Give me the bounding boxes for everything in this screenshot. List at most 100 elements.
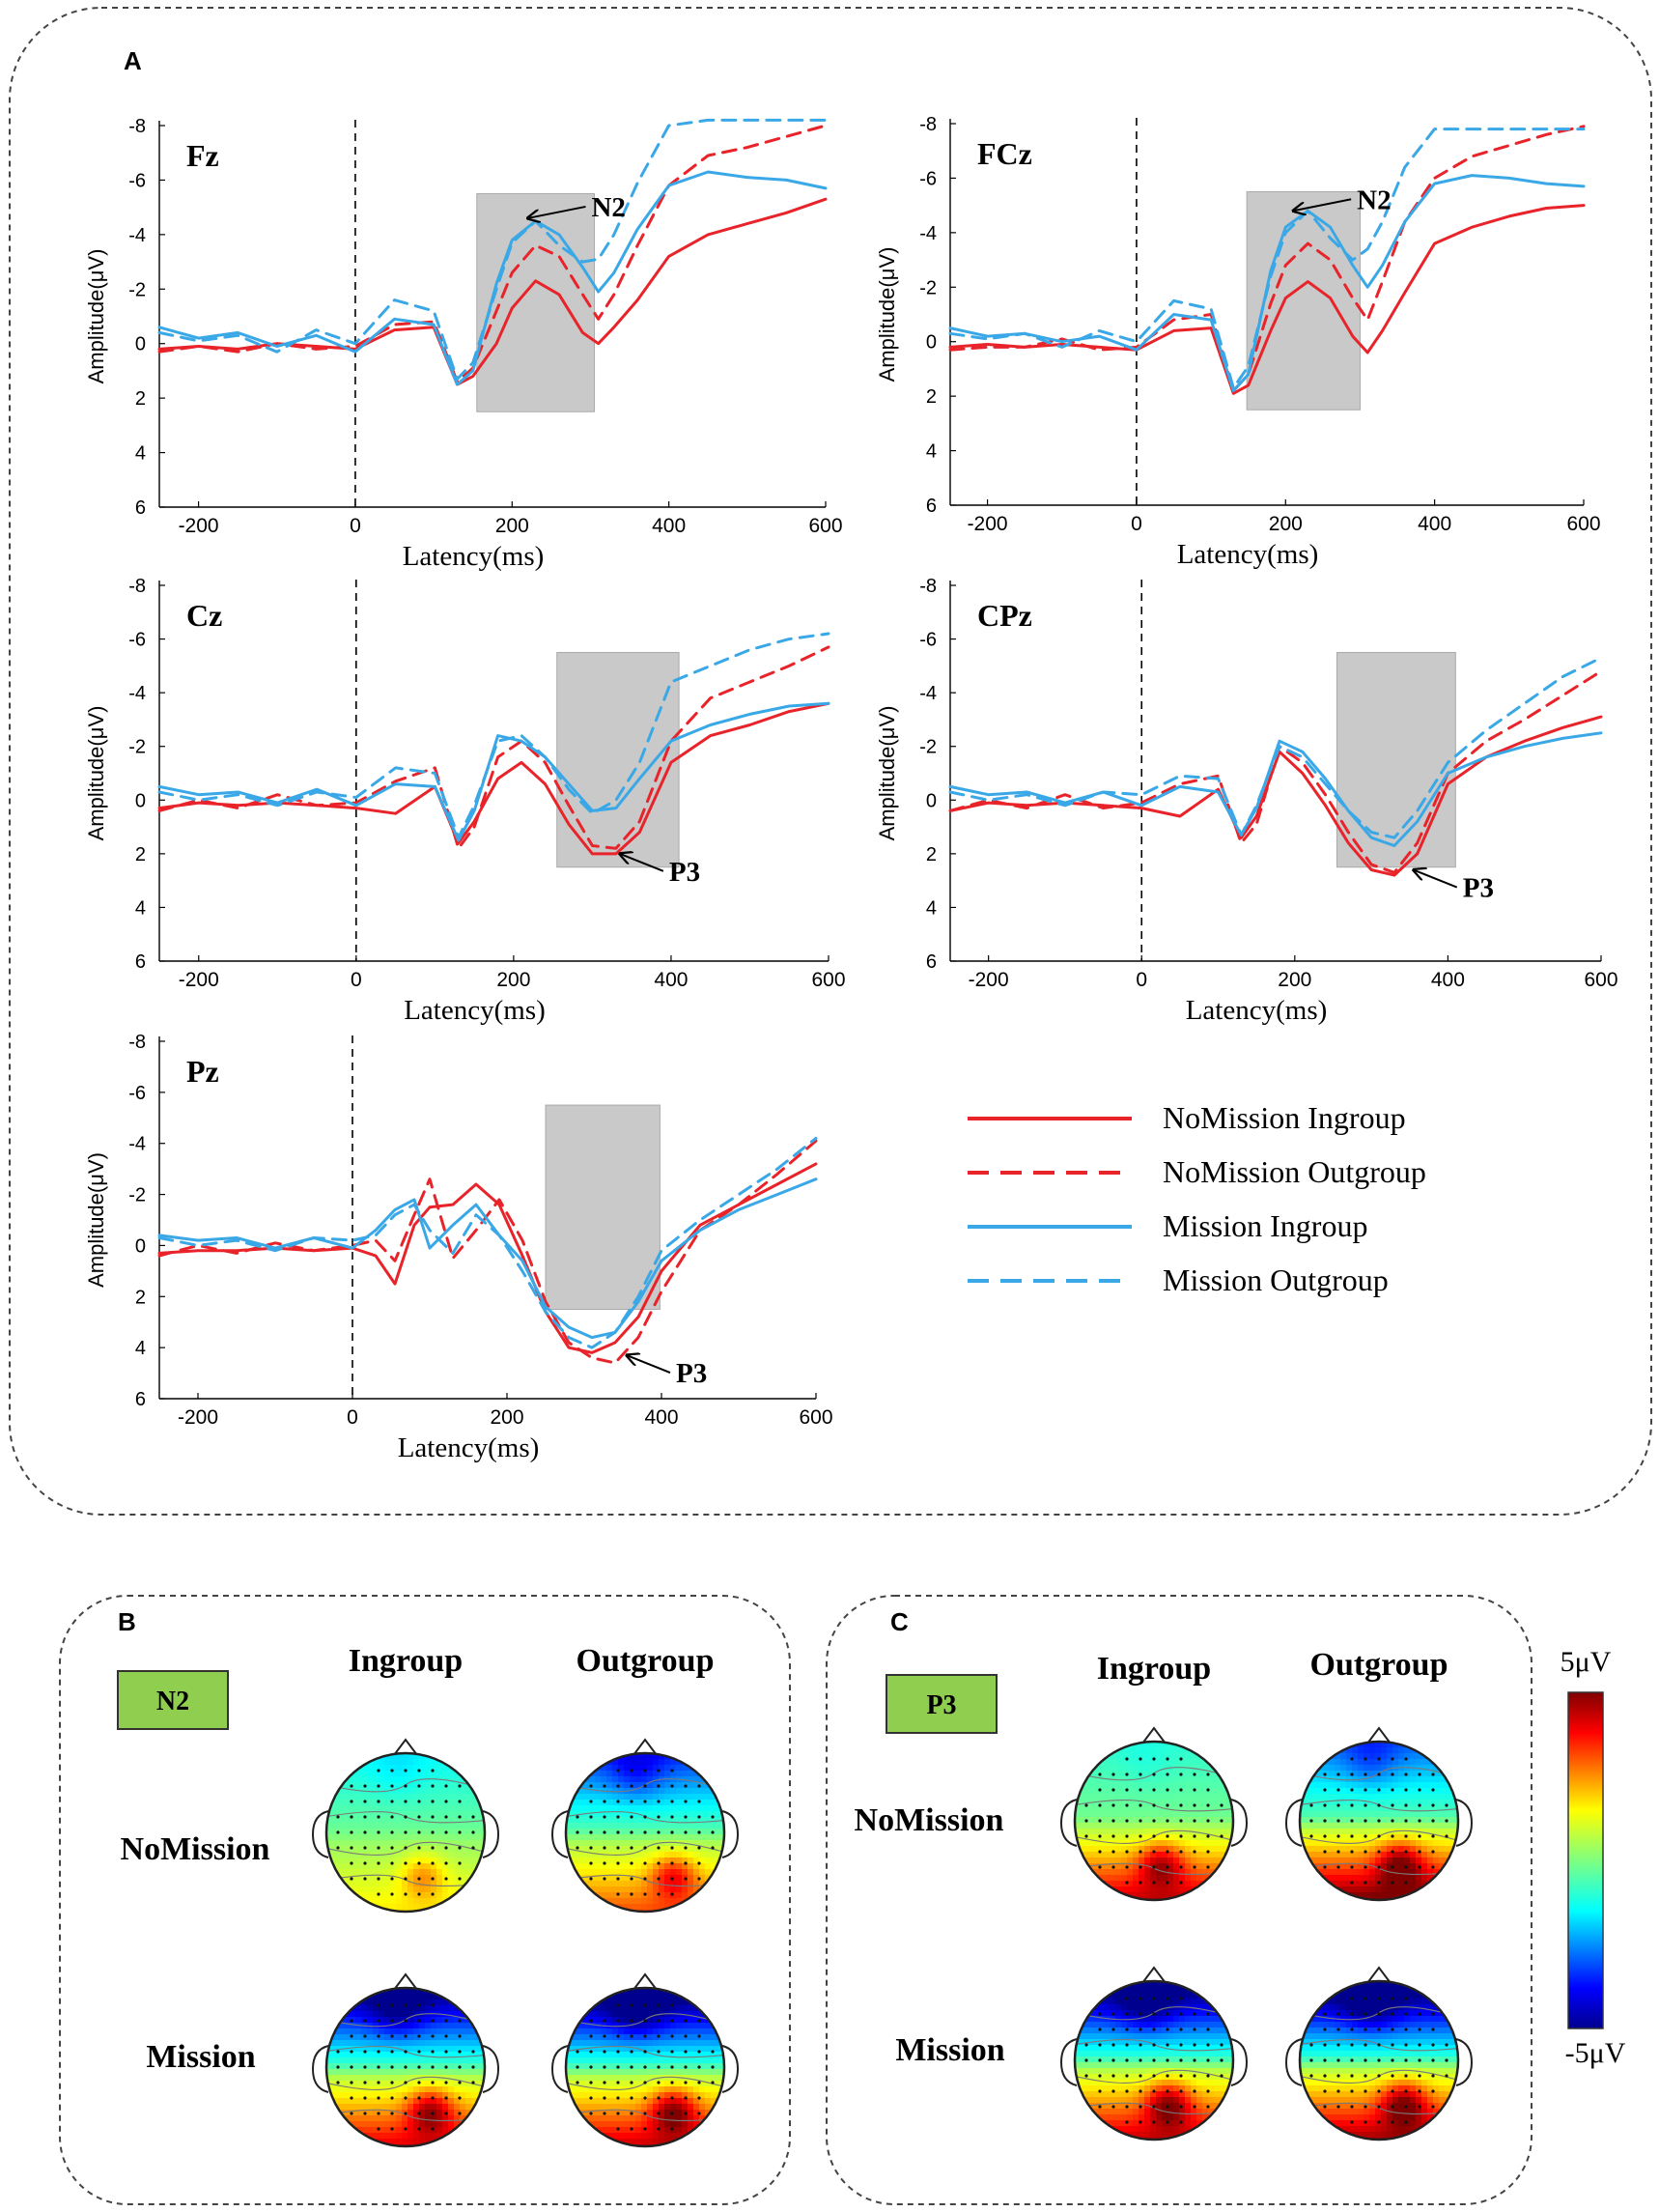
electrode-title: Cz bbox=[186, 598, 222, 633]
series-line-mission-ingroup bbox=[157, 170, 828, 386]
y-tick-label: 6 bbox=[135, 1389, 146, 1410]
left-ear bbox=[1059, 2038, 1078, 2086]
topo-map-n2-nomission-outgroup bbox=[550, 1738, 740, 1914]
series-line-nomission-ingroup bbox=[157, 197, 828, 386]
b-row-nomission: NoMission bbox=[121, 1831, 270, 1867]
head-outline bbox=[1298, 1740, 1460, 1902]
x-tick-label: 200 bbox=[495, 515, 529, 537]
nose bbox=[393, 1738, 418, 1756]
y-tick-label: 6 bbox=[135, 497, 146, 519]
erp-chart-cpz: -8 -6 -4 -2 0 2 4 6 -200 0 200 400 600 Latency(ms) Amp… bbox=[875, 576, 1618, 1026]
y-tick-label: -6 bbox=[128, 630, 146, 651]
analysis-window bbox=[545, 1104, 661, 1310]
y-tick-label: 4 bbox=[135, 897, 146, 919]
b-row-mission: Mission bbox=[146, 2039, 255, 2075]
electrode-title: Pz bbox=[186, 1054, 219, 1089]
series-line-nomission-outgroup bbox=[157, 1139, 818, 1365]
erp-chart-fcz: -8 -6 -4 -2 0 2 4 6 -200 0 200 400 600 Latency(ms) Amp… bbox=[875, 114, 1601, 570]
y-tick-label: -6 bbox=[919, 168, 937, 189]
nose bbox=[1366, 1966, 1392, 1984]
annotation-label: N2 bbox=[591, 192, 625, 223]
x-tick-label: 0 bbox=[351, 969, 362, 991]
x-tick-label: -200 bbox=[179, 515, 219, 537]
y-axis-label: Amplitude(μV) bbox=[875, 706, 899, 841]
y-axis-label: Amplitude(μV) bbox=[84, 249, 108, 384]
series-line-nomission-outgroup bbox=[948, 669, 1603, 874]
y-tick-label: -4 bbox=[128, 225, 146, 246]
y-tick-label: -4 bbox=[919, 683, 937, 704]
electrode-dots bbox=[576, 2003, 715, 2131]
erp-chart-pz: -8 -6 -4 -2 0 2 4 6 -200 0 200 400 600 Latency(ms) Amp… bbox=[84, 1032, 833, 1463]
topo-map-p3-nomission-outgroup bbox=[1284, 1726, 1474, 1902]
panel-c-label: C bbox=[890, 1607, 909, 1636]
nose bbox=[1141, 1966, 1167, 1984]
y-tick-label: 0 bbox=[926, 332, 937, 354]
y-tick-label: -4 bbox=[919, 223, 937, 244]
c-col-outgroup: Outgroup bbox=[1310, 1647, 1448, 1683]
x-tick-label: 400 bbox=[1418, 513, 1451, 535]
scalp-field bbox=[1300, 1981, 1458, 2140]
panel-b-frame bbox=[59, 1595, 791, 2205]
head-outline bbox=[324, 1986, 487, 2148]
scalp-field bbox=[326, 1988, 485, 2146]
right-ear bbox=[1455, 1799, 1474, 1847]
x-tick-label: 600 bbox=[808, 515, 842, 537]
y-tick-label: -2 bbox=[128, 1185, 146, 1206]
electrode-title: FCz bbox=[977, 136, 1032, 171]
nose bbox=[633, 1972, 658, 1991]
annotation-label: P3 bbox=[676, 1358, 707, 1389]
scalp-field bbox=[1075, 1981, 1233, 2140]
y-tick-label: 0 bbox=[135, 1235, 146, 1257]
colorbar-max-label: 5μV bbox=[1561, 1646, 1612, 1678]
legend: NoMission Ingroup NoMission Outgroup Missi… bbox=[968, 1100, 1426, 1297]
legend-label: Mission Ingroup bbox=[1163, 1208, 1367, 1243]
scalp-field bbox=[1075, 1742, 1233, 1900]
y-tick-label: 6 bbox=[926, 951, 937, 973]
erp-chart-cz: -8 -6 -4 -2 0 2 4 6 -200 0 200 400 600 Latency(ms) Amp… bbox=[84, 576, 846, 1026]
right-ear bbox=[482, 1810, 500, 1858]
right-ear bbox=[721, 1810, 740, 1858]
y-tick-label: -2 bbox=[919, 737, 937, 758]
x-tick-label: 400 bbox=[644, 1406, 678, 1429]
x-tick-label: 200 bbox=[490, 1406, 523, 1429]
annotation-arrow bbox=[1293, 198, 1352, 211]
y-tick-label: 2 bbox=[135, 1287, 146, 1308]
y-tick-label: 2 bbox=[135, 388, 146, 410]
head-outline bbox=[564, 1751, 726, 1914]
y-tick-label: 2 bbox=[926, 844, 937, 865]
electrode-title: Fz bbox=[186, 138, 219, 173]
c-col-ingroup: Ingroup bbox=[1097, 1651, 1211, 1687]
panel-a-label: A bbox=[124, 46, 142, 75]
annotation-arrow bbox=[620, 854, 664, 872]
x-tick-label: 400 bbox=[654, 969, 688, 991]
electrode-title: CPz bbox=[977, 598, 1032, 633]
nose bbox=[1366, 1726, 1392, 1744]
y-tick-label: -8 bbox=[919, 114, 937, 135]
series-line-mission-outgroup bbox=[948, 128, 1586, 390]
b-col-outgroup: Outgroup bbox=[576, 1643, 715, 1679]
y-tick-label: -4 bbox=[128, 1134, 146, 1155]
y-tick-label: -4 bbox=[128, 683, 146, 704]
series-line-nomission-ingroup bbox=[157, 701, 830, 856]
c-row-nomission: NoMission bbox=[855, 1802, 1004, 1838]
x-tick-label: -200 bbox=[969, 969, 1009, 991]
y-tick-label: 4 bbox=[926, 897, 937, 919]
x-tick-label: 200 bbox=[496, 969, 530, 991]
series-line-nomission-ingroup bbox=[948, 715, 1603, 877]
electrode-dots bbox=[1084, 1757, 1223, 1885]
left-ear bbox=[1284, 2038, 1303, 2086]
y-tick-label: -8 bbox=[128, 1032, 146, 1053]
n2-component-box bbox=[117, 1670, 229, 1730]
panel-c-frame bbox=[826, 1595, 1532, 2205]
x-axis-label: Latency(ms) bbox=[398, 1432, 540, 1463]
electrode-dots bbox=[1084, 1997, 1223, 2124]
electrode-dots bbox=[336, 2003, 475, 2131]
scalp-field bbox=[1300, 1742, 1458, 1900]
electrode-dots bbox=[1309, 1757, 1448, 1885]
colorbar bbox=[1567, 1691, 1604, 2029]
series-line-mission-outgroup bbox=[948, 656, 1603, 839]
panel-b-label: B bbox=[118, 1607, 136, 1636]
n2-component-label: N2 bbox=[156, 1687, 189, 1716]
x-axis-label: Latency(ms) bbox=[1186, 995, 1328, 1026]
panel-a-frame bbox=[9, 7, 1652, 1516]
